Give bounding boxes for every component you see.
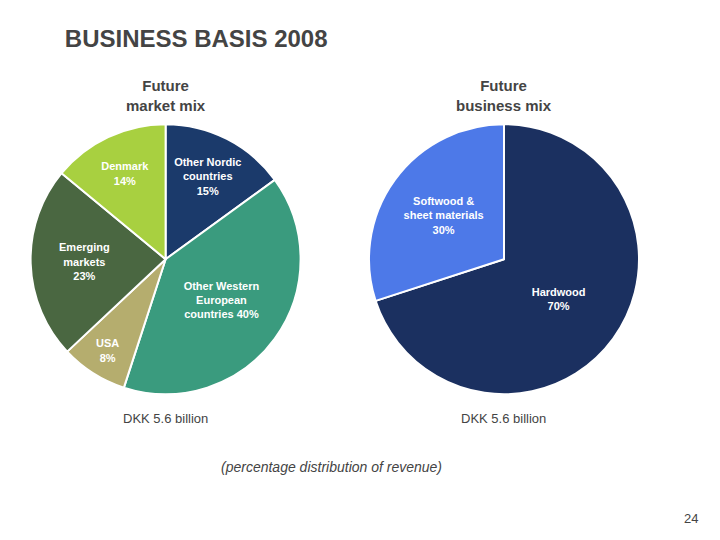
- svg-text:Denmark14%: Denmark14%: [101, 160, 149, 186]
- svg-text:Futuremarket mix: Futuremarket mix: [126, 77, 206, 114]
- svg-text:DKK 5.6 billion: DKK 5.6 billion: [123, 411, 208, 426]
- svg-text:BUSINESS BASIS 2008: BUSINESS BASIS 2008: [65, 25, 328, 52]
- svg-text:Other Nordiccountries15%: Other Nordiccountries15%: [174, 156, 241, 197]
- svg-text:Emergingmarkets23%: Emergingmarkets23%: [59, 241, 110, 282]
- svg-text:Futurebusiness mix: Futurebusiness mix: [456, 77, 552, 114]
- svg-text:USA8%: USA8%: [96, 337, 119, 363]
- svg-text:Other WesternEuropeancountries: Other WesternEuropeancountries 40%: [184, 280, 260, 321]
- svg-text:DKK 5.6 billion: DKK 5.6 billion: [461, 411, 546, 426]
- svg-text:Softwood &sheet materials30%: Softwood &sheet materials30%: [404, 195, 484, 236]
- svg-text:Hardwood70%: Hardwood70%: [532, 286, 586, 312]
- svg-text:(percentage distribution of re: (percentage distribution of revenue): [221, 459, 442, 475]
- svg-text:24: 24: [684, 511, 698, 526]
